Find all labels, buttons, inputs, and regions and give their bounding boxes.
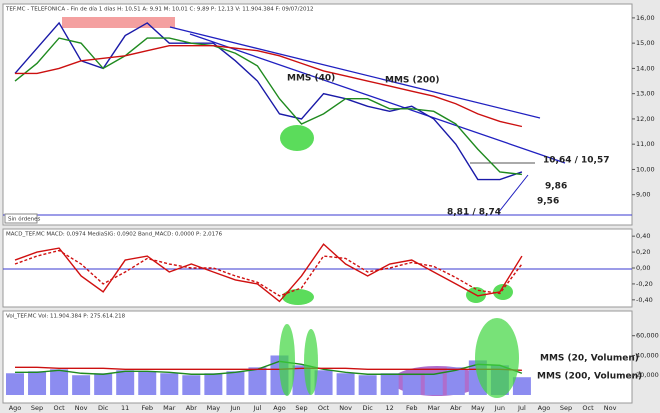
highlight-ellipse bbox=[493, 284, 513, 300]
series-line bbox=[15, 44, 523, 128]
volume-bar bbox=[204, 373, 223, 395]
marks bbox=[6, 21, 531, 395]
annotation: 9,86 bbox=[545, 182, 567, 192]
x-tick-label: Oct bbox=[318, 404, 330, 412]
y-tick-label: 9,00 bbox=[636, 191, 650, 199]
volume-bar bbox=[358, 375, 377, 395]
volume-bar bbox=[424, 373, 443, 395]
x-tick-label: Nov bbox=[339, 404, 352, 412]
y-tick-label: 20,000 bbox=[636, 371, 659, 379]
x-tick-label: Sep bbox=[31, 404, 43, 412]
macd-panel bbox=[2, 228, 633, 308]
y-tick-label: 40,000 bbox=[636, 351, 659, 359]
annotation: 10,64 / 10,57 bbox=[543, 156, 610, 166]
x-tick-label: Dic bbox=[98, 404, 109, 412]
y-tick-label: -0,20 bbox=[636, 280, 653, 288]
volume-bar bbox=[160, 373, 179, 395]
annotation: MMS (40) bbox=[287, 74, 335, 84]
y-tick-label: 0,40 bbox=[636, 232, 650, 240]
x-tick-label: Feb bbox=[141, 404, 153, 412]
trend-line bbox=[169, 26, 541, 119]
volume-bar bbox=[50, 369, 69, 395]
volume-bar bbox=[182, 375, 201, 395]
y-tick-label: 12,00 bbox=[636, 115, 655, 123]
x-tick-label: May bbox=[471, 404, 485, 412]
price-panel bbox=[2, 3, 633, 226]
annotation: MMS (20, Volumen) bbox=[540, 354, 639, 364]
x-tick-label: Sep bbox=[560, 404, 572, 412]
volume-bar bbox=[94, 373, 113, 395]
x-tick-label: Ago bbox=[273, 404, 286, 412]
x-tick-label: Ago bbox=[538, 404, 551, 412]
series-line bbox=[15, 360, 523, 375]
x-tick-label: Abr bbox=[450, 404, 462, 412]
x-tick-label: 12 bbox=[386, 404, 394, 412]
price-header: TEF.MC - TELEFONICA - Fin de día 1 días … bbox=[5, 6, 314, 13]
y-tick-label: 11,00 bbox=[636, 140, 655, 148]
series-line bbox=[14, 37, 522, 176]
series-line bbox=[14, 249, 523, 297]
x-tick-label: Oct bbox=[582, 404, 594, 412]
x-tick-label: Feb bbox=[406, 404, 418, 412]
volume-bar bbox=[6, 373, 24, 395]
volume-bar bbox=[116, 370, 135, 395]
y-tick-label: 13,00 bbox=[636, 90, 655, 98]
x-tick-label: Nov bbox=[75, 404, 88, 412]
x-tick-label: Jun bbox=[494, 404, 505, 412]
highlight-ellipse bbox=[475, 318, 519, 398]
x-tick-label: Mar bbox=[163, 404, 176, 412]
volume-bar bbox=[248, 367, 267, 395]
x-tick-label: Jun bbox=[229, 404, 240, 412]
volume-bar bbox=[138, 371, 157, 395]
highlight-ellipse bbox=[304, 329, 318, 395]
y-tick-label: 60,000 bbox=[636, 332, 659, 340]
volume-bar bbox=[72, 375, 91, 395]
x-tick-label: Nov bbox=[604, 404, 617, 412]
trend-line bbox=[497, 174, 529, 214]
y-tick-label: 0,00 bbox=[636, 264, 650, 272]
series-line bbox=[14, 243, 523, 303]
annotation: 9,56 bbox=[537, 197, 559, 207]
x-tick-label: Jul bbox=[517, 404, 526, 412]
trend-line bbox=[189, 33, 566, 164]
annotation: MMS (200, Volumen) bbox=[537, 372, 642, 382]
highlight-ellipse bbox=[282, 289, 314, 305]
x-tick-label: May bbox=[207, 404, 221, 412]
x-tick-label: 11 bbox=[121, 404, 129, 412]
highlight-ellipse bbox=[279, 324, 295, 396]
x-tick-label: Oct bbox=[53, 404, 65, 412]
x-tick-label: Abr bbox=[186, 404, 198, 412]
volume-bar bbox=[446, 367, 465, 395]
volume-header: Vol_TEF.MC Vol: 11.904.384 P: 275.614.21… bbox=[6, 314, 126, 320]
y-tick-label: 15,00 bbox=[636, 39, 655, 47]
x-tick-label: Sep bbox=[295, 404, 307, 412]
volume-bar bbox=[512, 377, 531, 395]
highlight-zone bbox=[62, 17, 175, 28]
series-line bbox=[14, 21, 523, 181]
x-tick-label: Jul bbox=[253, 404, 262, 412]
y-tick-label: -0,40 bbox=[636, 296, 653, 304]
series-line bbox=[15, 366, 522, 371]
y-tick-label: 16,00 bbox=[636, 14, 655, 22]
y-tick-label: 10,00 bbox=[636, 165, 655, 173]
annotation: 8,81 / 8,74 bbox=[447, 208, 501, 218]
y-tick-label: 14,00 bbox=[636, 64, 655, 72]
volume-bar bbox=[28, 371, 47, 395]
y-tick-label: 0,20 bbox=[636, 248, 650, 256]
volume-bar bbox=[314, 370, 333, 395]
annotation: MMS (200) bbox=[385, 76, 440, 86]
x-tick-label: Ago bbox=[9, 404, 22, 412]
orders-box bbox=[4, 213, 38, 224]
macd-header: MACD_TEF.MC MACD: 0,0974 MediaSIG: 0,090… bbox=[6, 232, 223, 238]
volume-bar bbox=[336, 373, 355, 395]
x-tick-label: Mar bbox=[428, 404, 441, 412]
volume-bar bbox=[402, 375, 421, 395]
volume-bar bbox=[226, 371, 245, 395]
orders-label: Sin órdenes bbox=[8, 216, 41, 223]
highlight-ellipse bbox=[280, 125, 314, 151]
x-tick-label: Dic bbox=[362, 404, 373, 412]
volume-bar bbox=[380, 373, 399, 395]
